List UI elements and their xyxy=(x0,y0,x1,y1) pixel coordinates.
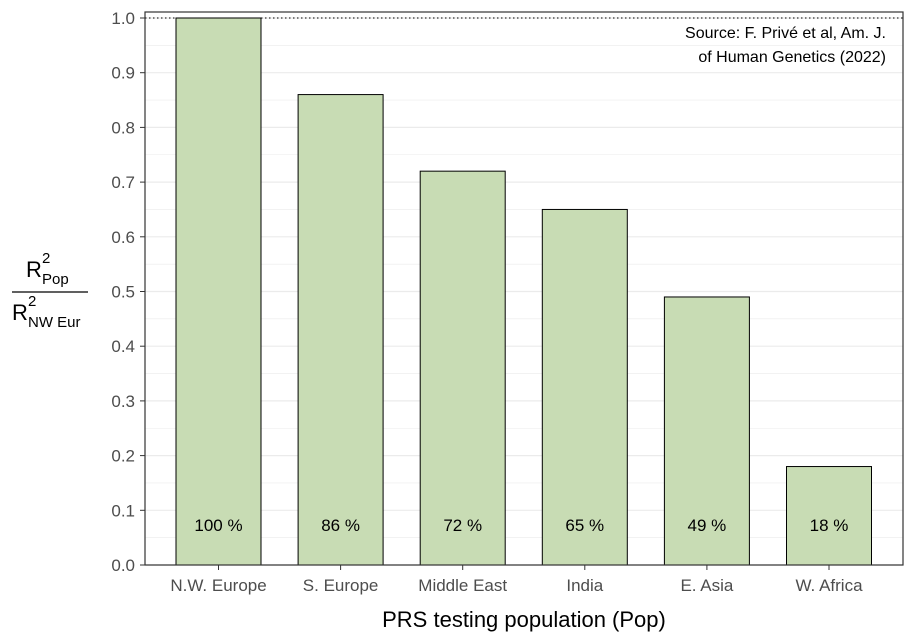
y-tick-label: 0.0 xyxy=(111,556,135,575)
x-tick-label: W. Africa xyxy=(795,576,863,595)
plot-panel-border xyxy=(144,11,904,566)
y-tick-label: 0.8 xyxy=(111,118,135,137)
y-tick-label: 0.7 xyxy=(111,173,135,192)
bar-value-label: 18 % xyxy=(810,516,849,535)
y-tick-label: 1.0 xyxy=(111,9,135,28)
svg-text:R: R xyxy=(12,300,28,325)
bar-india xyxy=(541,208,628,566)
bars-layer xyxy=(175,17,872,566)
grid-layer xyxy=(145,17,903,566)
y-tick-label: 0.3 xyxy=(111,392,135,411)
y-denominator-sup: 2 xyxy=(28,293,36,310)
source-line-2: of Human Genetics (2022) xyxy=(698,49,886,66)
y-numerator-sub: Pop xyxy=(42,271,69,288)
y-tick-label: 0.2 xyxy=(111,447,135,466)
x-tick-label: India xyxy=(566,576,603,595)
y-numerator-symbol: R xyxy=(26,257,42,282)
x-axis-ticks: N.W. Europe S. Europe Middle East India E. A… xyxy=(170,565,863,595)
y-tick-label: 0.4 xyxy=(111,337,135,356)
bar-value-label: 65 % xyxy=(565,516,604,535)
bar-value-label: 86 % xyxy=(321,516,360,535)
source-line-1: Source: F. Privé et al, Am. J. xyxy=(685,25,886,42)
source-annotation: Source: F. Privé et al, Am. J. of Human … xyxy=(685,25,886,66)
x-tick-label: S. Europe xyxy=(303,576,379,595)
y-tick-label: 0.1 xyxy=(111,501,135,520)
bar-n-w-europe xyxy=(175,17,262,566)
y-tick-label: 0.9 xyxy=(111,64,135,83)
x-axis-title: PRS testing population (Pop) xyxy=(382,607,666,632)
y-axis-title: R 2 Pop R 2 NW Eur xyxy=(12,250,88,331)
y-denominator-sub: NW Eur xyxy=(28,314,81,331)
x-tick-label: Middle East xyxy=(418,576,507,595)
y-numerator-sup: 2 xyxy=(42,250,50,267)
y-axis-ticks: 0.0 0.1 0.2 0.3 0.4 0.5 0.6 0.7 0.8 0.9 1.0 xyxy=(111,9,145,575)
bar-value-label: 72 % xyxy=(443,516,482,535)
x-tick-label: N.W. Europe xyxy=(170,576,266,595)
bar-s-europe xyxy=(297,94,384,566)
bar-labels-layer: 100 % 86 % 72 % 65 % 49 % 18 % xyxy=(194,516,848,535)
svg-text:R: R xyxy=(26,257,42,282)
x-tick-label: E. Asia xyxy=(680,576,733,595)
y-tick-label: 0.6 xyxy=(111,228,135,247)
bar-value-label: 49 % xyxy=(688,516,727,535)
bar-value-label: 100 % xyxy=(194,516,242,535)
y-tick-label: 0.5 xyxy=(111,283,135,302)
y-denominator-symbol: R xyxy=(12,300,28,325)
bar-middle-east xyxy=(419,170,506,566)
bar-e-asia xyxy=(663,296,750,566)
